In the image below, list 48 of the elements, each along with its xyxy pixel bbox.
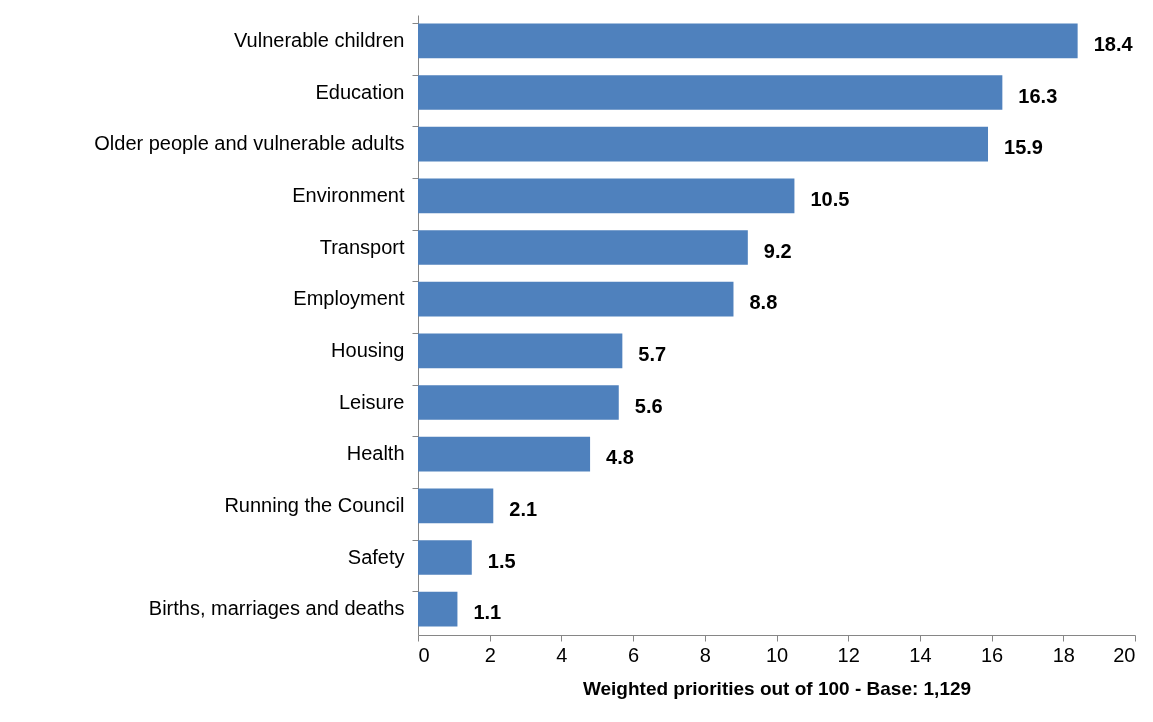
y-tick-label: Transport (319, 235, 405, 258)
y-tick-label: Older people and vulnerable adults (94, 132, 405, 155)
x-tick-label: 8 (699, 643, 711, 666)
y-tick-label: Environment (292, 183, 405, 206)
data-label: 16.3 (1018, 84, 1058, 107)
y-tick-label: Housing (331, 338, 405, 361)
bar (418, 281, 734, 317)
bar (418, 385, 619, 420)
bar (418, 178, 795, 214)
data-label: 8.8 (749, 291, 778, 314)
data-label: 1.5 (487, 549, 516, 572)
x-tick-label: 0 (418, 643, 430, 666)
bar (418, 230, 748, 265)
data-label: 2.1 (509, 497, 538, 520)
bar (418, 75, 1003, 110)
data-label: 5.6 (634, 394, 663, 417)
data-label: 18.4 (1093, 32, 1134, 55)
y-tick-label: Vulnerable children (234, 28, 405, 51)
x-tick-label: 20 (1113, 643, 1136, 666)
x-tick-label: 4 (556, 643, 568, 666)
data-label: 10.5 (810, 187, 850, 210)
data-label: 9.2 (763, 239, 792, 262)
y-tick-label: Births, marriages and deaths (148, 597, 405, 620)
x-tick-label: 18 (1052, 643, 1075, 666)
bar (418, 436, 591, 472)
bar (418, 126, 989, 162)
bar (418, 488, 494, 524)
x-tick-label: 14 (909, 643, 932, 666)
x-axis-title: Weighted priorities out of 100 - Base: 1,129 (582, 677, 972, 699)
data-label: 5.7 (638, 342, 667, 365)
data-label: 1.1 (473, 601, 502, 624)
data-label: 4.8 (606, 446, 634, 469)
y-tick-label: Education (315, 80, 405, 103)
x-tick-label: 16 (980, 643, 1004, 666)
y-tick-label: Safety (347, 545, 405, 568)
bar (418, 591, 458, 627)
y-tick-label: Leisure (338, 390, 405, 413)
x-tick-label: 6 (628, 643, 640, 666)
bar (418, 333, 623, 369)
x-tick-label: 2 (484, 643, 496, 666)
y-tick-label: Health (346, 442, 405, 465)
x-tick-label: 12 (837, 643, 860, 666)
y-tick-label: Employment (293, 287, 405, 310)
y-tick-label: Running the Council (224, 493, 405, 516)
data-label: 15.9 (1004, 136, 1043, 159)
bar (418, 540, 472, 575)
x-tick-label: 10 (765, 643, 789, 666)
bar (418, 23, 1078, 59)
